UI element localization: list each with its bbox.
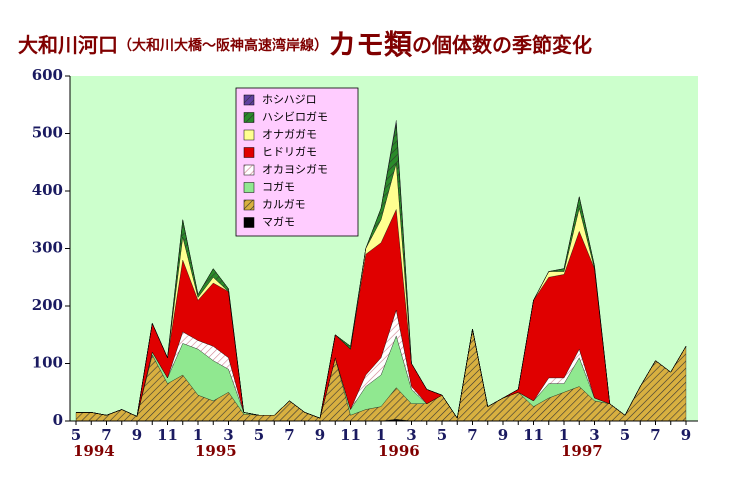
title-part: （大和川大橋～阪神高速湾岸線） xyxy=(118,37,328,54)
legend-swatch xyxy=(243,217,255,228)
x-tick-label: 11 xyxy=(340,426,361,444)
y-tick-label: 100 xyxy=(32,354,63,372)
x-tick-label: 5 xyxy=(254,426,264,444)
legend-label: ホシハジロ xyxy=(262,93,317,106)
x-tick-label: 5 xyxy=(620,426,630,444)
x-tick-label: 9 xyxy=(498,426,508,444)
year-label: 1996 xyxy=(378,442,420,460)
legend-swatch xyxy=(243,182,255,193)
y-tick-label: 500 xyxy=(32,124,63,142)
x-tick-label: 3 xyxy=(223,426,233,444)
x-tick-label: 5 xyxy=(437,426,447,444)
x-tick-label: 5 xyxy=(71,426,81,444)
x-tick-label: 11 xyxy=(157,426,178,444)
area xyxy=(76,120,687,419)
title-part: カモ類 xyxy=(328,28,413,61)
legend-label: ハシビロガモ xyxy=(262,111,328,124)
legend-label: オカヨシガモ xyxy=(262,163,328,176)
x-tick-label: 11 xyxy=(523,426,544,444)
legend-swatch xyxy=(243,199,255,211)
x-tick-label: 1 xyxy=(376,426,386,444)
year-label: 1997 xyxy=(561,442,603,460)
x-tick-label: 7 xyxy=(467,426,477,444)
x-tick-label: 1 xyxy=(193,426,203,444)
y-tick-label: 200 xyxy=(32,296,63,314)
x-tick-label: 9 xyxy=(315,426,325,444)
legend-swatch xyxy=(243,112,255,123)
y-tick-label: 600 xyxy=(32,66,63,84)
y-tick-label: 400 xyxy=(32,181,63,199)
chart-title: 大和川河口（大和川大橋～阪神高速湾岸線）カモ類の個体数の季節変化 xyxy=(18,28,592,61)
legend-swatch xyxy=(243,164,255,176)
y-tick-label: 0 xyxy=(53,411,63,429)
x-tick-label: 7 xyxy=(284,426,294,444)
legend-swatch xyxy=(243,94,255,106)
legend-swatch xyxy=(243,129,255,141)
legend-label: カルガモ xyxy=(262,198,306,211)
x-tick-label: 3 xyxy=(589,426,599,444)
year-label: 1994 xyxy=(73,442,115,460)
title-part: の個体数の季節変化 xyxy=(412,33,592,57)
x-tick-label: 9 xyxy=(681,426,691,444)
legend xyxy=(235,87,359,237)
legend-swatch xyxy=(243,147,255,158)
x-tick-label: 9 xyxy=(132,426,142,444)
year-label: 1995 xyxy=(195,442,237,460)
legend-label: コガモ xyxy=(262,181,295,194)
y-tick-label: 300 xyxy=(32,239,63,257)
x-tick-label: 1 xyxy=(559,426,569,444)
legend-label: ヒドリガモ xyxy=(262,146,317,159)
legend-label: オナガガモ xyxy=(262,128,317,141)
title-part: 大和川河口 xyxy=(18,33,118,57)
x-tick-label: 7 xyxy=(101,426,111,444)
x-tick-label: 3 xyxy=(406,426,416,444)
legend-label: マガモ xyxy=(262,216,295,229)
x-tick-label: 7 xyxy=(650,426,660,444)
